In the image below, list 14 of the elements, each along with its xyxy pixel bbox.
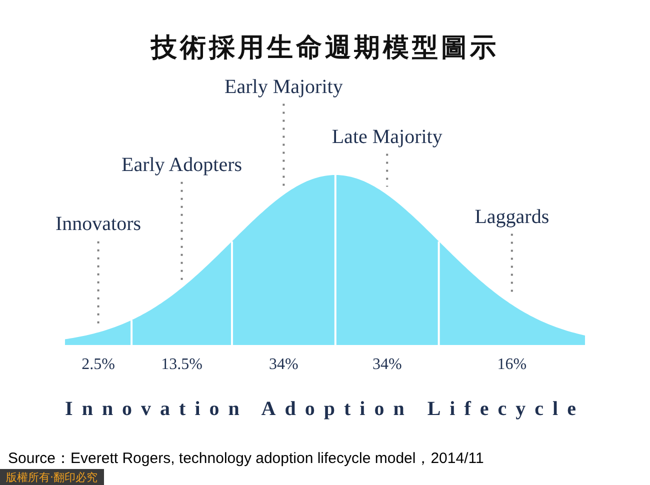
source-note: Source：Everett Rogers, technology adoption lifecycle model，2014/11 xyxy=(8,449,484,468)
category-label: Early Majority xyxy=(224,76,343,99)
data-label: 34% xyxy=(269,356,298,374)
category-label: Innovators xyxy=(56,213,142,236)
data-label: 2.5% xyxy=(82,356,115,374)
category-label: Early Adopters xyxy=(122,154,242,177)
data-label: 16% xyxy=(497,356,527,374)
text: 技術採用生命週期模型圖示 xyxy=(149,32,500,64)
text: Innovation Adoption Lifecycle xyxy=(64,398,586,421)
data-label: 34% xyxy=(372,356,402,374)
data-label: 13.5% xyxy=(161,356,202,374)
text: 版權所有‧翻印必究 xyxy=(0,469,104,485)
category-label: Late Majority xyxy=(332,126,442,149)
category-label: Laggards xyxy=(474,206,550,229)
